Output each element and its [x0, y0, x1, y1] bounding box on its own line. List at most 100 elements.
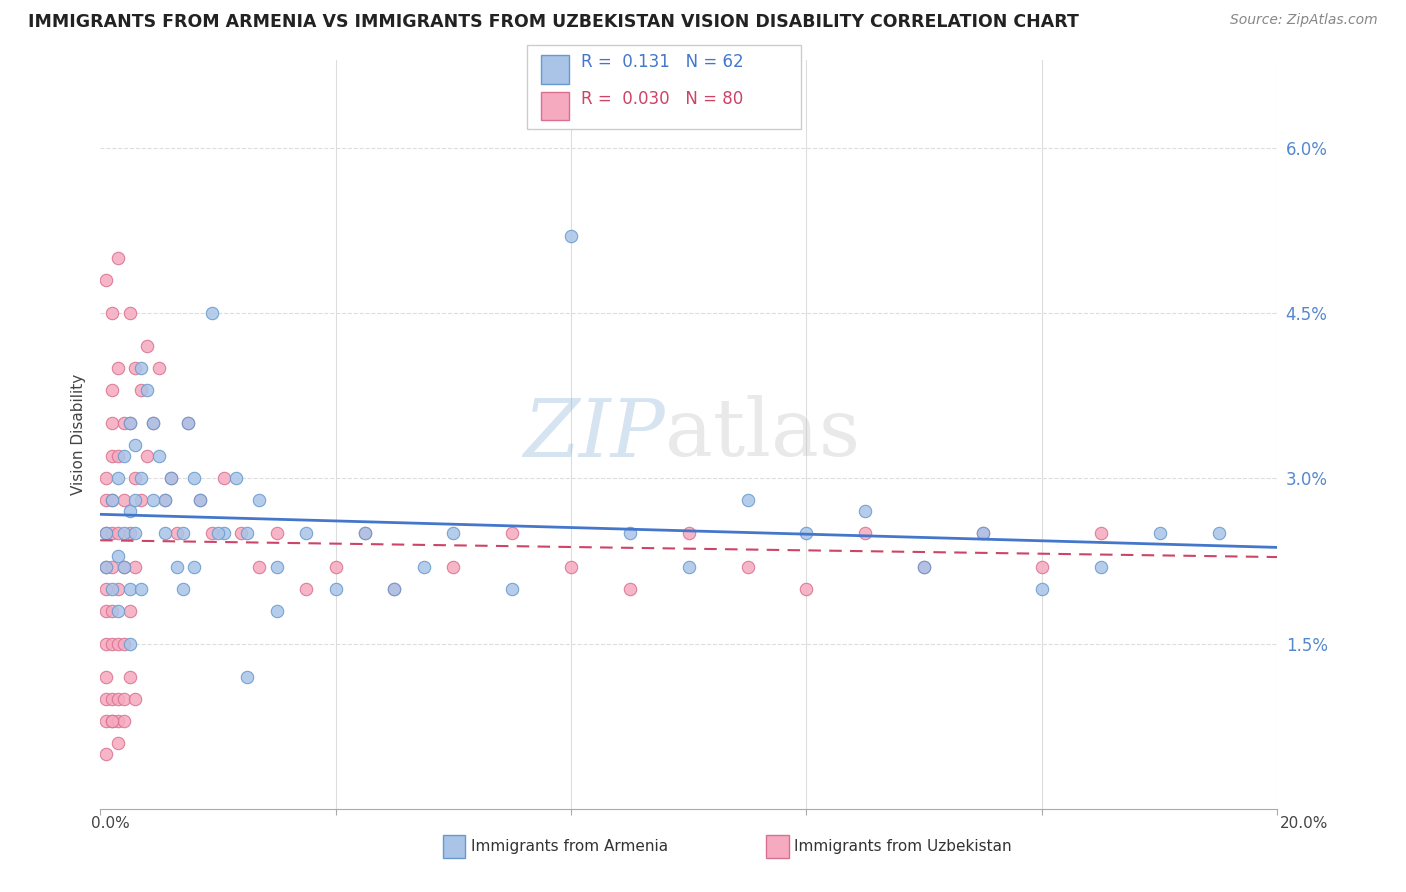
Point: [112, 417, 135, 431]
Point: [972, 526, 994, 541]
Point: [101, 714, 124, 728]
Point: [354, 526, 377, 541]
Point: [112, 637, 135, 651]
Point: [118, 582, 141, 596]
Point: [247, 559, 270, 574]
Point: [853, 504, 876, 518]
Point: [172, 582, 194, 596]
Point: [101, 306, 124, 320]
Point: [124, 559, 146, 574]
Point: [796, 526, 818, 541]
Text: Immigrants from Armenia: Immigrants from Armenia: [471, 839, 668, 854]
Point: [107, 471, 129, 485]
Point: [207, 526, 229, 541]
Point: [412, 559, 434, 574]
Point: [124, 438, 146, 452]
Text: IMMIGRANTS FROM ARMENIA VS IMMIGRANTS FROM UZBEKISTAN VISION DISABILITY CORRELAT: IMMIGRANTS FROM ARMENIA VS IMMIGRANTS FR…: [28, 13, 1078, 31]
Point: [619, 582, 641, 596]
Point: [225, 471, 247, 485]
Text: R =  0.030   N = 80: R = 0.030 N = 80: [581, 90, 742, 108]
Point: [678, 526, 700, 541]
Point: [212, 526, 235, 541]
Point: [101, 637, 124, 651]
Point: [266, 559, 288, 574]
Point: [136, 339, 159, 353]
Y-axis label: Vision Disability: Vision Disability: [72, 374, 86, 495]
Point: [101, 559, 124, 574]
Point: [107, 549, 129, 563]
Point: [107, 637, 129, 651]
Point: [94, 559, 117, 574]
Point: [159, 471, 181, 485]
Point: [201, 526, 224, 541]
Point: [501, 582, 523, 596]
Point: [148, 450, 170, 464]
Point: [153, 526, 176, 541]
Point: [101, 691, 124, 706]
Text: ZIP: ZIP: [523, 395, 665, 473]
Point: [266, 526, 288, 541]
Point: [142, 493, 165, 508]
Point: [94, 670, 117, 684]
Point: [295, 526, 318, 541]
Point: [94, 526, 117, 541]
Point: [972, 526, 994, 541]
Point: [153, 493, 176, 508]
Point: [101, 714, 124, 728]
Point: [231, 526, 253, 541]
Point: [183, 559, 205, 574]
Point: [384, 582, 406, 596]
Point: [131, 493, 153, 508]
Point: [1149, 526, 1171, 541]
Point: [107, 714, 129, 728]
Point: [188, 493, 211, 508]
Point: [118, 306, 141, 320]
Point: [112, 691, 135, 706]
Point: [136, 383, 159, 397]
Point: [101, 604, 124, 618]
Point: [118, 637, 141, 651]
Point: [131, 361, 153, 376]
Point: [247, 493, 270, 508]
Point: [159, 471, 181, 485]
Point: [94, 471, 117, 485]
Point: [131, 582, 153, 596]
Point: [107, 251, 129, 265]
Point: [384, 582, 406, 596]
Point: [94, 526, 117, 541]
Point: [101, 493, 124, 508]
Point: [124, 526, 146, 541]
Point: [118, 504, 141, 518]
Point: [177, 417, 200, 431]
Text: 0.0%: 0.0%: [91, 816, 131, 831]
Point: [118, 417, 141, 431]
Point: [94, 747, 117, 761]
Point: [94, 559, 117, 574]
Point: [796, 582, 818, 596]
Point: [107, 691, 129, 706]
Point: [101, 493, 124, 508]
Point: [94, 493, 117, 508]
Text: Immigrants from Uzbekistan: Immigrants from Uzbekistan: [794, 839, 1012, 854]
Point: [148, 361, 170, 376]
Point: [236, 670, 259, 684]
Point: [101, 383, 124, 397]
Point: [107, 604, 129, 618]
Point: [94, 714, 117, 728]
Point: [177, 417, 200, 431]
Point: [107, 582, 129, 596]
Point: [118, 526, 141, 541]
Point: [325, 559, 347, 574]
Point: [112, 559, 135, 574]
Point: [112, 714, 135, 728]
Point: [912, 559, 935, 574]
Point: [266, 604, 288, 618]
Point: [212, 471, 235, 485]
Point: [1031, 582, 1053, 596]
Point: [124, 361, 146, 376]
Point: [101, 526, 124, 541]
Point: [354, 526, 377, 541]
Point: [142, 417, 165, 431]
Point: [118, 417, 141, 431]
Point: [441, 526, 464, 541]
